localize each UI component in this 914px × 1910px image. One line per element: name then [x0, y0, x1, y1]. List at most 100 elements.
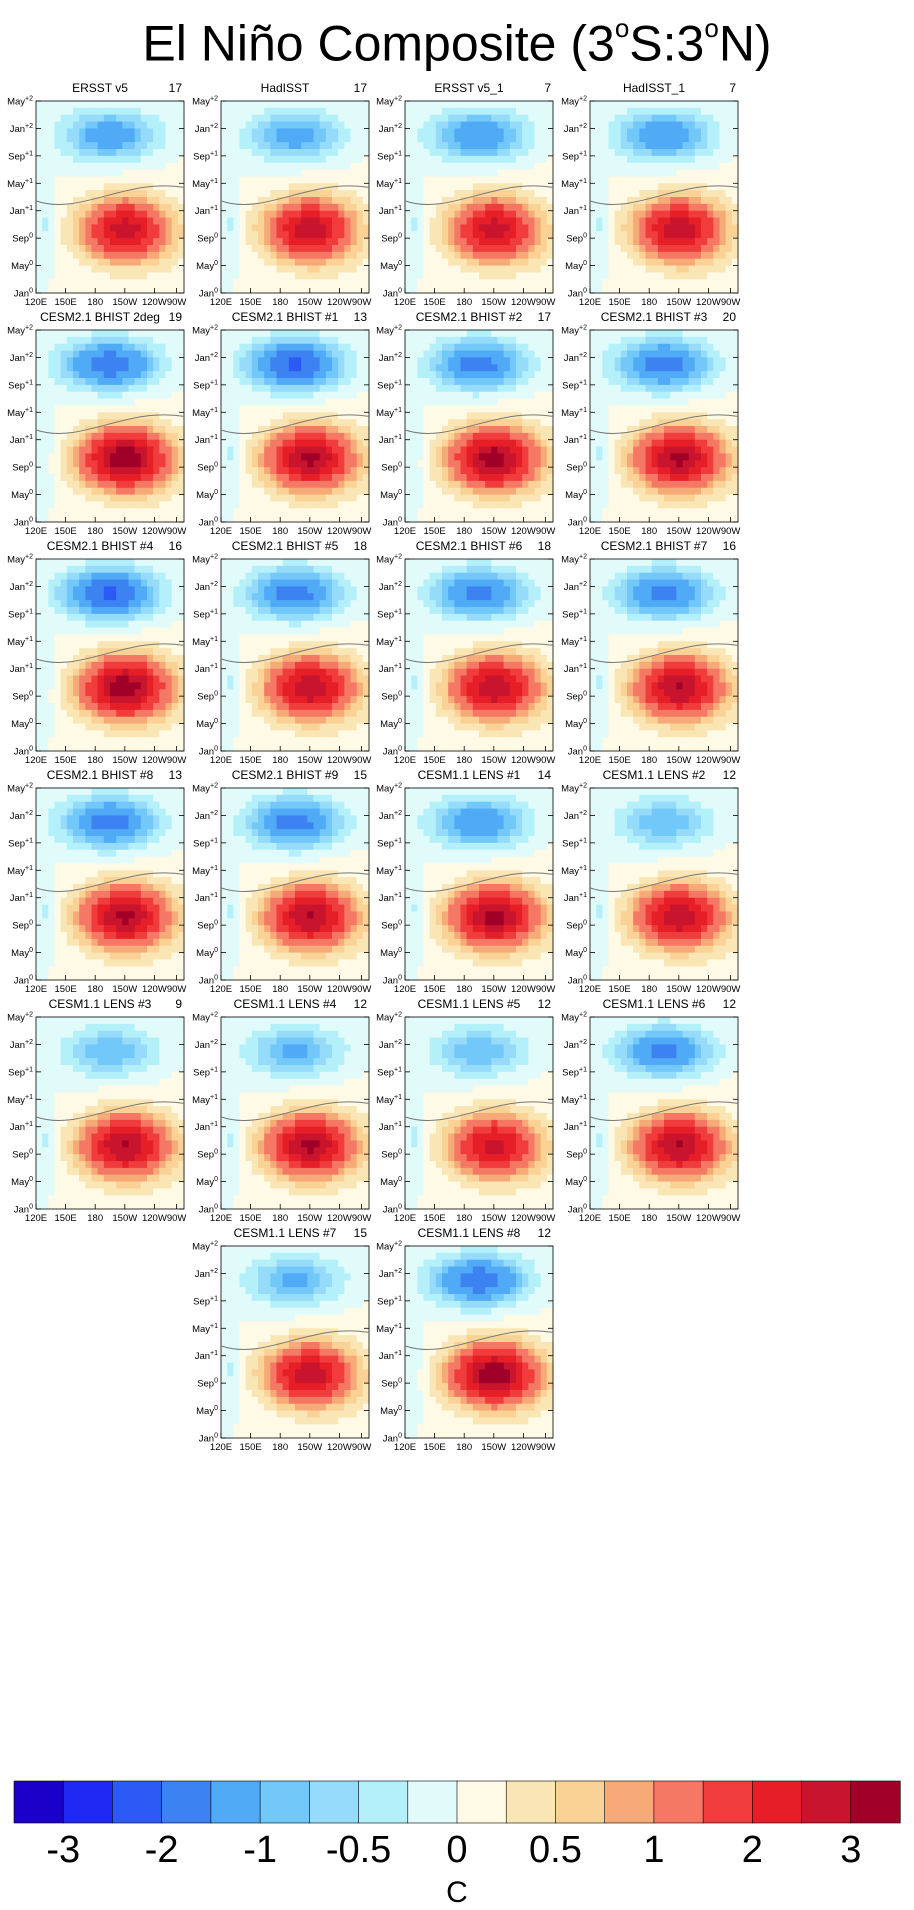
heat-cell [54, 453, 62, 461]
heat-cell [140, 474, 148, 482]
heat-cell [356, 238, 364, 246]
heat-cell [405, 101, 412, 109]
heat-cell [707, 286, 714, 294]
heat-cell [540, 432, 548, 441]
heat-cell [60, 515, 68, 523]
heat-cell [497, 391, 505, 400]
heat-cell [48, 350, 56, 359]
heat-cell [509, 371, 517, 379]
heat-cell [147, 336, 154, 345]
heat-cell [307, 265, 315, 274]
heat-cell [295, 460, 302, 468]
heat-cell [103, 467, 111, 475]
heat-cell [245, 515, 253, 523]
heat-cell [97, 391, 105, 400]
heat-cell [110, 155, 117, 164]
heat-cell [282, 203, 290, 212]
heat-cell [171, 501, 179, 509]
heat-cell [713, 217, 721, 226]
heat-cell [460, 142, 468, 150]
heat-cell [140, 176, 148, 184]
heat-cell [472, 183, 480, 191]
heat-cell [153, 426, 160, 434]
heat-cell [429, 467, 437, 475]
heat-cell [503, 330, 511, 338]
heat-cell [540, 330, 548, 338]
heat-cell [301, 343, 308, 352]
heat-cell [701, 128, 708, 136]
title-prefix: El Niño Composite (3 [142, 15, 615, 72]
heat-cell [313, 343, 321, 352]
heat-cell [128, 238, 136, 246]
heat-cell [103, 446, 111, 455]
heat-cell [147, 238, 154, 246]
heat-cell [313, 149, 321, 157]
heat-cell [313, 128, 321, 136]
heat-cell [338, 474, 345, 482]
heat-cell [36, 107, 43, 116]
heat-cell [362, 453, 370, 461]
heat-cell [651, 114, 659, 123]
heat-cell [325, 224, 333, 232]
heat-cell [454, 398, 462, 407]
heat-cell [116, 176, 123, 184]
heat-cell [608, 183, 616, 191]
heat-cell [134, 350, 142, 359]
heat-cell [423, 474, 431, 482]
heat-cell [153, 224, 160, 232]
heat-cell [423, 508, 431, 516]
heat-cell [116, 432, 123, 441]
heat-cell [682, 217, 690, 226]
heat-cell [36, 245, 43, 253]
heat-cell [448, 142, 455, 150]
heat-cell [448, 203, 455, 212]
heat-cell [177, 135, 185, 143]
heat-cell [165, 371, 173, 379]
heat-cell [503, 419, 511, 427]
heat-cell [596, 279, 603, 287]
heat-cell [227, 494, 234, 503]
heat-cell [282, 453, 290, 461]
heat-cell [344, 439, 352, 448]
heat-cell [460, 412, 468, 420]
heat-cell [620, 279, 628, 287]
heat-cell [350, 487, 358, 496]
heat-cell [350, 357, 358, 365]
heat-cell [128, 162, 136, 171]
heat-cell [128, 336, 136, 345]
heat-cell [338, 128, 345, 136]
heat-cell [522, 432, 529, 441]
heat-cell [534, 432, 542, 441]
heat-cell [221, 419, 228, 427]
heat-cell [258, 343, 265, 352]
heat-cell [128, 405, 136, 413]
heat-cell [479, 258, 486, 267]
heat-cell [435, 501, 443, 509]
heat-cell [497, 107, 505, 116]
heat-cell [435, 114, 443, 123]
heat-cell [288, 272, 296, 280]
heat-cell [485, 121, 492, 130]
heat-cell [485, 197, 492, 205]
heat-cell [356, 231, 364, 239]
heat-cell [362, 231, 370, 239]
heat-cell [719, 176, 727, 184]
heat-cell [417, 231, 425, 239]
heat-cell [116, 460, 123, 468]
heat-cell [338, 426, 345, 434]
heat-cell [153, 210, 160, 219]
heat-cell [596, 176, 603, 184]
panel-title: CESM2.1 BHIST #1 [232, 310, 339, 324]
heat-cell [448, 494, 455, 503]
heat-cell [134, 217, 142, 226]
heat-cell [60, 265, 68, 274]
heat-cell [411, 190, 418, 198]
heat-cell [485, 460, 492, 468]
heat-cell [627, 238, 634, 246]
heat-cell [79, 412, 86, 420]
heat-cell [171, 197, 179, 205]
heat-cell [270, 508, 278, 516]
heat-cell [503, 176, 511, 184]
heat-cell [466, 405, 474, 413]
heat-cell [454, 224, 462, 232]
